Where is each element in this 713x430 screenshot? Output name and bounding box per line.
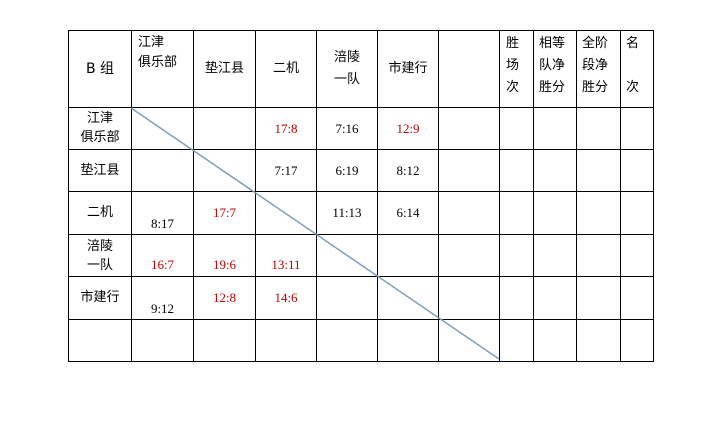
score-cell: 13:11 <box>255 234 317 277</box>
score-cell: 12:9 <box>377 107 439 150</box>
score-cell: 7:16 <box>316 107 378 150</box>
stat-cell <box>576 234 621 277</box>
score-cell: 11:13 <box>316 191 378 235</box>
stat-cell <box>499 319 534 362</box>
stat-cell <box>533 319 577 362</box>
score-cell: 9:12 <box>131 276 194 320</box>
stat-cell <box>576 107 621 150</box>
score-cell <box>438 191 500 235</box>
stat-cell <box>620 191 654 235</box>
table-row: 二机 8:17 17:7 11:13 6:14 <box>68 191 654 235</box>
score-cell <box>377 234 439 277</box>
score-cell <box>377 319 439 362</box>
stat-cell <box>620 234 654 277</box>
stat-cell <box>499 149 534 192</box>
score-cell: 8:17 <box>131 191 194 235</box>
score-cell <box>255 319 317 362</box>
row-team-name <box>68 319 132 362</box>
column-header-team: 涪陵 一队 <box>316 30 378 108</box>
score-cell <box>377 276 439 320</box>
score-cell: 7:17 <box>255 149 317 192</box>
table-row: 垫江县 7:17 6:19 8:12 <box>68 149 654 192</box>
stat-cell <box>576 319 621 362</box>
score-cell <box>438 319 500 362</box>
score-cell <box>193 319 256 362</box>
score-cell <box>131 319 194 362</box>
stat-cell <box>576 276 621 320</box>
score-cell <box>438 276 500 320</box>
score-cell <box>316 276 378 320</box>
row-team-name: 二机 <box>68 191 132 235</box>
stat-cell <box>533 107 577 150</box>
column-header-stat: 名 次 <box>620 30 654 108</box>
row-team-name: 垫江县 <box>68 149 132 192</box>
score-cell <box>316 319 378 362</box>
score-cell <box>131 149 194 192</box>
score-cell: 19:6 <box>193 234 256 277</box>
score-cell: 16:7 <box>131 234 194 277</box>
score-cell <box>316 234 378 277</box>
stat-cell <box>620 319 654 362</box>
column-header-team: 江津 俱乐部 <box>131 30 194 108</box>
row-team-name: 涪陵 一队 <box>68 234 132 277</box>
score-cell <box>438 107 500 150</box>
stat-cell <box>620 276 654 320</box>
stat-cell <box>533 149 577 192</box>
score-cell <box>131 107 194 150</box>
score-cell: 6:19 <box>316 149 378 192</box>
table-row <box>68 319 654 362</box>
row-team-name: 江津 俱乐部 <box>68 107 132 150</box>
stat-cell <box>576 191 621 235</box>
column-header-team: 垫江县 <box>193 30 256 108</box>
score-cell <box>255 191 317 235</box>
group-b-standings-table: B 组江津 俱乐部 垫江县 二机 涪陵 一队 市建行胜 场 次相等 队净 胜分 全阶 段净… <box>68 30 654 362</box>
score-cell: 17:8 <box>255 107 317 150</box>
score-cell: 17:7 <box>193 191 256 235</box>
stat-cell <box>533 234 577 277</box>
score-cell: 8:12 <box>377 149 439 192</box>
score-cell <box>193 107 256 150</box>
column-header-stat: 全阶 段净 胜分 <box>576 30 621 108</box>
score-cell: 6:14 <box>377 191 439 235</box>
score-cell <box>438 234 500 277</box>
stat-cell <box>499 191 534 235</box>
column-header-stat: 相等 队净 胜分 <box>533 30 577 108</box>
stat-cell <box>499 234 534 277</box>
score-cell: 12:8 <box>193 276 256 320</box>
column-header-stat: 胜 场 次 <box>499 30 534 108</box>
stat-cell <box>499 107 534 150</box>
stat-cell <box>620 107 654 150</box>
table-row: 市建行 9:12 12:8 14:6 <box>68 276 654 320</box>
stat-cell <box>533 191 577 235</box>
corner-label: B 组 <box>68 30 132 108</box>
stat-cell <box>499 276 534 320</box>
column-header-team <box>438 30 500 108</box>
table-row: 江津 俱乐部 17:8 7:16 12:9 <box>68 107 654 150</box>
header-row: B 组江津 俱乐部 垫江县 二机 涪陵 一队 市建行 胜 场 次相等 队净 胜分 全阶 段净… <box>68 30 654 108</box>
table-row: 涪陵 一队 16:7 19:6 13:11 <box>68 234 654 277</box>
stat-cell <box>620 149 654 192</box>
stat-cell <box>576 149 621 192</box>
column-header-team: 市建行 <box>377 30 439 108</box>
score-cell <box>193 149 256 192</box>
standings-table-wrapper: B 组江津 俱乐部 垫江县 二机 涪陵 一队 市建行胜 场 次相等 队净 胜分 全阶 段净… <box>68 30 654 362</box>
row-team-name: 市建行 <box>68 276 132 320</box>
score-cell: 14:6 <box>255 276 317 320</box>
score-cell <box>438 149 500 192</box>
stat-cell <box>533 276 577 320</box>
column-header-team: 二机 <box>255 30 317 108</box>
